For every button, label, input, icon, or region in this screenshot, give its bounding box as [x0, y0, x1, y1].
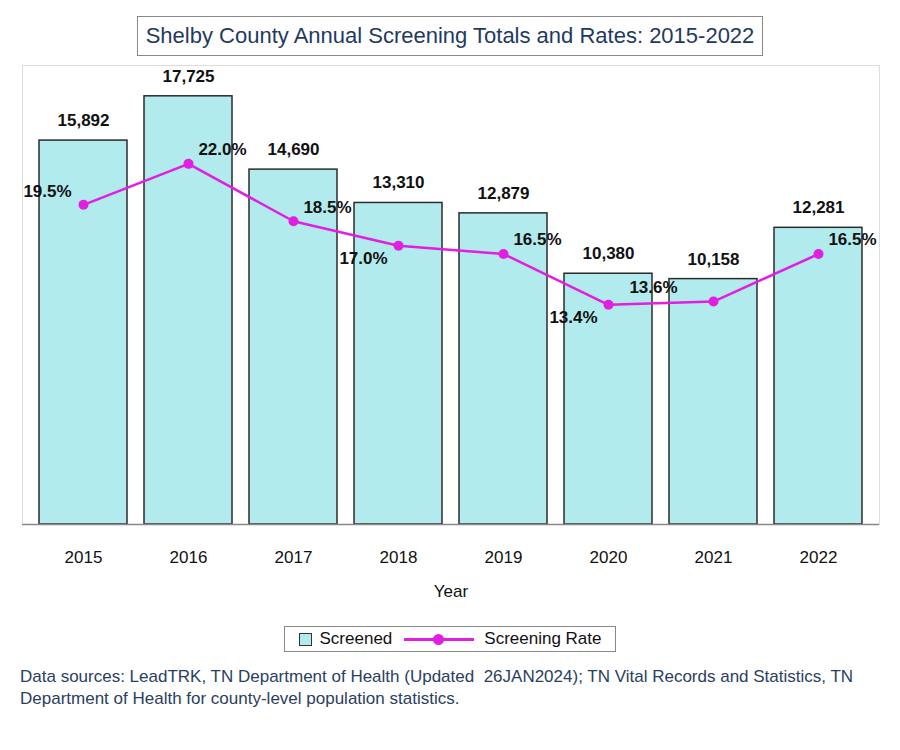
- svg-text:2020: 2020: [590, 548, 628, 567]
- svg-text:14,690: 14,690: [268, 140, 320, 159]
- svg-text:16.5%: 16.5%: [828, 230, 876, 249]
- svg-text:Year: Year: [434, 582, 469, 601]
- svg-text:17,725: 17,725: [163, 67, 215, 86]
- svg-text:10,158: 10,158: [688, 250, 740, 269]
- svg-text:2017: 2017: [275, 548, 313, 567]
- html-text:Data sources: LeadTRK, TN Depa: Data sources: LeadTRK, TN Department of …: [20, 667, 858, 709]
- html-text:Screening Rate: Screening Rate: [484, 629, 602, 648]
- svg-text:22.0%: 22.0%: [198, 140, 246, 159]
- svg-text:17.0%: 17.0%: [339, 249, 387, 268]
- svg-text:13.6%: 13.6%: [629, 278, 677, 297]
- svg-text:13,310: 13,310: [373, 173, 425, 192]
- svg-text:18.5%: 18.5%: [303, 198, 351, 217]
- svg-text:2022: 2022: [800, 548, 838, 567]
- svg-text:10,380: 10,380: [583, 244, 635, 263]
- svg-text:2016: 2016: [170, 548, 208, 567]
- svg-text:2021: 2021: [695, 548, 733, 567]
- html-text:Screened: Screened: [319, 629, 393, 648]
- svg-text:2018: 2018: [380, 548, 418, 567]
- svg-text:2015: 2015: [65, 548, 103, 567]
- svg-text:12,879: 12,879: [478, 184, 530, 203]
- svg-text:13.4%: 13.4%: [549, 308, 597, 327]
- svg-text:16.5%: 16.5%: [513, 230, 561, 249]
- svg-text:19.5%: 19.5%: [23, 182, 71, 201]
- html-text:Shelby County Annual Screening: Shelby County Annual Screening Totals an…: [145, 23, 755, 48]
- svg-text:15,892: 15,892: [58, 111, 110, 130]
- svg-text:12,281: 12,281: [793, 198, 845, 217]
- svg-text:2019: 2019: [485, 548, 523, 567]
